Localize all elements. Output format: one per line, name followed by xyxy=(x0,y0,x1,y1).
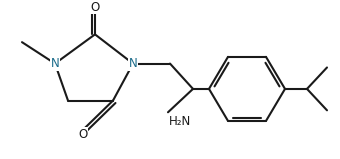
Text: N: N xyxy=(129,57,137,70)
Text: H₂N: H₂N xyxy=(169,114,191,128)
Text: N: N xyxy=(51,57,59,70)
Text: O: O xyxy=(79,128,88,141)
Text: O: O xyxy=(90,1,100,14)
